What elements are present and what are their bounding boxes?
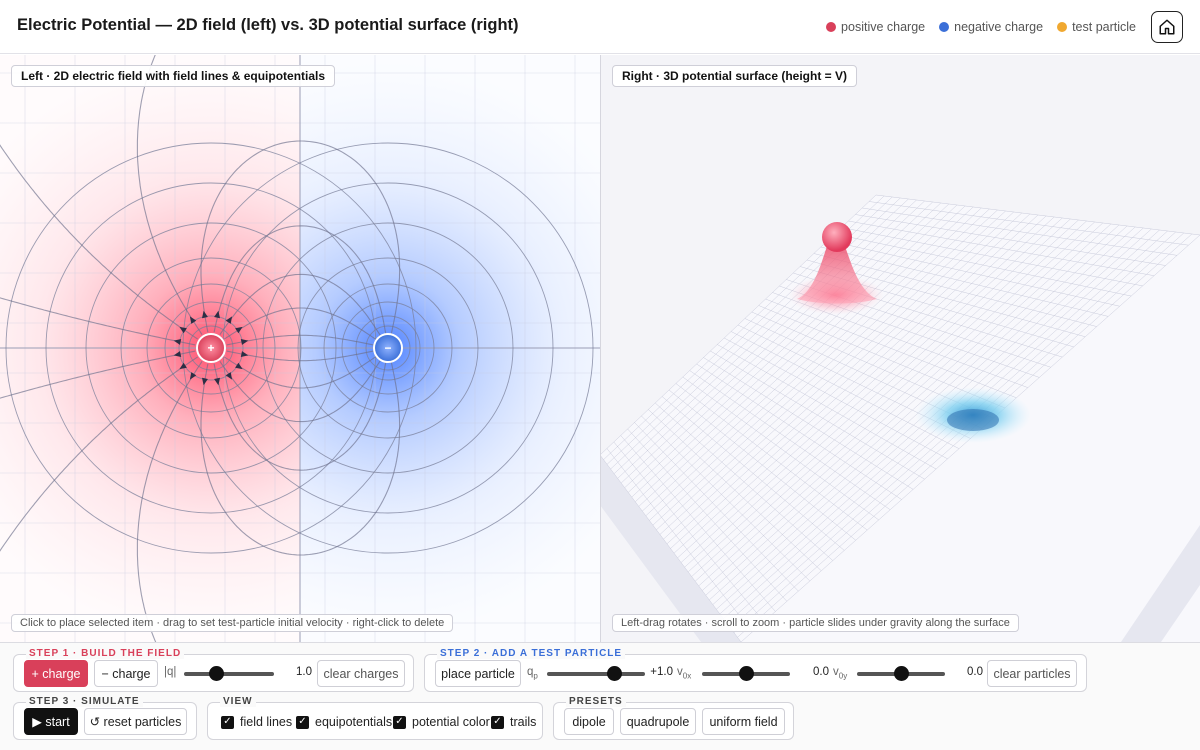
v0y-slider-thumb[interactable]: [893, 666, 909, 681]
left-pane-label: Left · 2D electric field with field line…: [11, 65, 336, 87]
right-pane-hint: Left-drag rotates · scroll to zoom · par…: [612, 614, 1019, 632]
qp-slider[interactable]: [547, 666, 645, 682]
step3-group: STEP 3 · SIMULATE ▶ start ↺ reset partic…: [13, 696, 197, 740]
legend-negative-label: negative charge: [954, 20, 1044, 34]
v0y-label: v0y: [833, 666, 848, 681]
positive-dot-icon: [826, 22, 837, 32]
v0y-slider[interactable]: [857, 666, 945, 682]
v0x-label: v0x: [677, 666, 692, 681]
v0x-slider-thumb[interactable]: [738, 666, 754, 681]
check-icon: ✓: [393, 715, 406, 729]
field-lines-checkbox[interactable]: ✓ field lines: [221, 715, 292, 729]
field-2d-svg: + −: [0, 55, 600, 642]
page-title: Electric Potential — 2D field (left) vs.…: [17, 16, 519, 34]
preset-dipole-button[interactable]: dipole: [564, 708, 614, 735]
step3-title: STEP 3 · SIMULATE: [26, 696, 143, 707]
minus-charge-button[interactable]: − charge: [94, 660, 158, 687]
plus-charge-button[interactable]: + charge: [24, 660, 88, 687]
check-icon: ✓: [491, 715, 504, 729]
home-icon: [1159, 19, 1175, 35]
surface-3d-svg: [601, 194, 1200, 642]
test-particle-ball[interactable]: [822, 222, 852, 252]
header: Electric Potential — 2D field (left) vs.…: [0, 0, 1200, 54]
step1-title: STEP 1 · BUILD THE FIELD: [26, 648, 185, 659]
q-value: 1.0: [296, 666, 312, 678]
step2-group: STEP 2 · ADD A TEST PARTICLE place parti…: [424, 648, 1087, 692]
potential-color-checkbox[interactable]: ✓ potential color: [393, 715, 490, 729]
home-button[interactable]: [1151, 11, 1183, 43]
field-2d-canvas[interactable]: + − Left · 2D electric field with field …: [0, 55, 600, 642]
view-title: VIEW: [220, 696, 256, 707]
qp-value: +1.0: [650, 666, 673, 678]
clear-particles-button[interactable]: clear particles: [987, 660, 1077, 687]
qp-label: qp: [527, 666, 538, 681]
clear-charges-button[interactable]: clear charges: [317, 660, 405, 687]
place-particle-button[interactable]: place particle: [435, 660, 521, 687]
q-slider-thumb[interactable]: [208, 666, 224, 681]
v0x-value: 0.0: [813, 666, 829, 678]
control-panel: STEP 1 · BUILD THE FIELD + charge − char…: [0, 642, 1200, 750]
legend-positive: positive charge: [826, 20, 925, 34]
qp-slider-thumb[interactable]: [606, 666, 622, 681]
start-button[interactable]: ▶ start: [24, 708, 78, 735]
negative-charge-sign: −: [384, 341, 391, 355]
pane-divider[interactable]: [600, 55, 601, 642]
positive-charge-sign: +: [207, 341, 214, 355]
positive-charge-marker[interactable]: +: [196, 333, 226, 363]
check-icon: ✓: [221, 715, 234, 729]
step2-title: STEP 2 · ADD A TEST PARTICLE: [437, 648, 626, 659]
check-icon: ✓: [296, 715, 309, 729]
v0y-value: 0.0: [967, 666, 983, 678]
test-dot-icon: [1057, 22, 1068, 32]
q-label: |q|: [164, 666, 177, 678]
negative-charge-marker[interactable]: −: [373, 333, 403, 363]
preset-uniform-field-button[interactable]: uniform field: [702, 708, 785, 735]
surface-3d-canvas[interactable]: Right · 3D potential surface (height = V…: [601, 55, 1200, 642]
presets-group: PRESETS dipole quadrupole uniform field: [553, 696, 794, 740]
trails-checkbox[interactable]: ✓ trails: [491, 715, 536, 729]
legend: positive charge negative charge test par…: [826, 20, 1136, 34]
legend-negative: negative charge: [939, 20, 1043, 34]
right-pane-label: Right · 3D potential surface (height = V…: [612, 65, 858, 87]
equipotentials-checkbox[interactable]: ✓ equipotentials: [296, 715, 392, 729]
reset-particles-button[interactable]: ↺ reset particles: [84, 708, 187, 735]
preset-quadrupole-button[interactable]: quadrupole: [620, 708, 696, 735]
view-group: VIEW ✓ field lines ✓ equipotentials ✓ poten…: [207, 696, 543, 740]
q-slider[interactable]: [184, 666, 274, 682]
v0x-slider[interactable]: [702, 666, 790, 682]
legend-test: test particle: [1057, 20, 1136, 34]
legend-positive-label: positive charge: [841, 20, 926, 34]
step1-group: STEP 1 · BUILD THE FIELD + charge − char…: [13, 648, 414, 692]
negative-dot-icon: [939, 22, 950, 32]
left-pane-hint: Click to place selected item · drag to s…: [11, 614, 454, 632]
presets-title: PRESETS: [566, 696, 626, 707]
legend-test-label: test particle: [1072, 20, 1136, 34]
